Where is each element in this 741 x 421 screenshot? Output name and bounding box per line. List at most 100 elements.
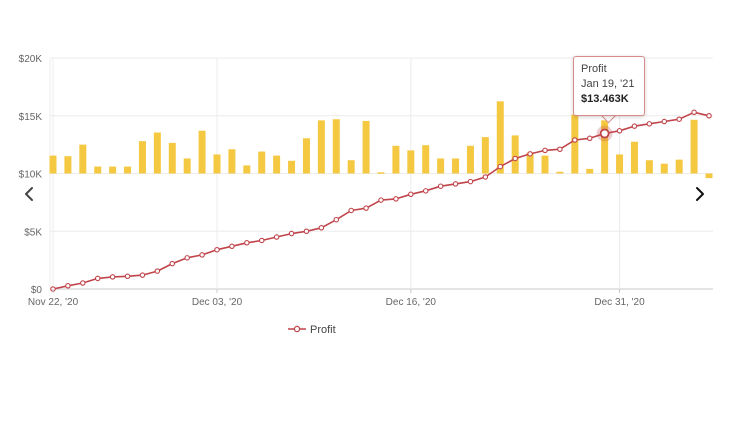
bar [109,166,117,174]
profit-point [646,121,653,127]
bar [288,160,296,174]
bar [437,158,445,174]
chevron-right-icon[interactable] [688,182,712,206]
profit-point [437,183,444,189]
profit-point [661,118,668,125]
bar [675,159,683,174]
profit-point [288,230,295,237]
bar [586,168,594,174]
profit-point [244,240,250,246]
bar [138,141,146,174]
bar [541,155,549,174]
bar [94,166,102,174]
profit-point [616,128,623,134]
bar [317,120,325,174]
bar [407,150,415,174]
bar [422,145,430,174]
tooltip-value: $13.463K [581,93,629,105]
y-tick-label: $15K [19,112,43,123]
bar [466,145,474,174]
y-tick-label: $20K [19,54,43,65]
profit-point [333,216,340,223]
tooltip-date: Jan 19, '21 [581,78,635,90]
x-tick-label: Dec 03, '20 [192,297,243,308]
bar [258,151,266,174]
profit-point [214,246,220,253]
profit-point [318,225,325,231]
profit-point [154,268,161,274]
profit-point [393,196,399,202]
bar [556,171,564,174]
bar [496,101,504,174]
profit-line-series [50,109,712,292]
profit-point [378,197,384,203]
bar [616,154,624,174]
profit-point [408,191,414,198]
profit-point [124,273,131,280]
bar [168,142,176,174]
bar [452,158,460,174]
profit-point [527,151,533,157]
bar [49,155,57,174]
profit-point [273,234,280,240]
bar [392,145,400,174]
x-tick-label: Nov 22, '20 [28,297,79,308]
bar [302,138,310,174]
y-tick-label: $10K [19,170,43,181]
profit-point [258,237,265,244]
tooltip: Profit Jan 19, '21 $13.463K [573,56,645,116]
bar [526,152,534,174]
chevron-left-icon[interactable] [17,182,41,206]
profit-point [557,146,563,152]
bar [153,132,161,174]
bar [332,119,340,174]
profit-point [109,274,116,280]
profit-point [184,255,190,261]
bar [705,173,713,179]
bar [64,156,72,174]
bar [511,135,519,174]
x-tick-label: Dec 31, '20 [594,297,645,308]
bar [198,130,206,174]
profit-point [452,181,459,187]
profit-point [169,260,176,267]
profit-point [467,178,474,185]
bar [377,172,385,174]
profit-point [363,205,369,211]
profit-point [497,163,504,170]
bar [362,120,370,174]
legend-label: Profit [310,324,336,336]
bar [347,160,355,174]
bar [660,163,668,174]
profit-point [229,243,235,250]
profit-point [348,207,354,214]
legend[interactable]: Profit [288,324,336,336]
bar [228,149,236,174]
profit-point [586,135,593,142]
profit-point [691,109,697,116]
profit-point [572,137,578,143]
bar [630,141,638,174]
bar [213,154,221,174]
y-tick-label: $5K [24,227,42,238]
y-tick-label: $0 [31,285,43,296]
profit-point [542,147,548,154]
bar [124,166,132,174]
bar [481,137,489,174]
bar [183,158,191,174]
profit-point [303,228,310,235]
bar-series [49,101,713,179]
profit-point [65,283,71,289]
legend-marker [293,325,301,333]
profit-point [631,123,638,129]
bar [690,119,698,174]
profit-point [512,155,518,162]
highlight-point [599,128,610,139]
profit-point [80,280,86,286]
profit-point [482,174,489,180]
bar [273,155,281,174]
bar [645,160,653,174]
profit-point [139,272,146,278]
bar [601,120,609,174]
